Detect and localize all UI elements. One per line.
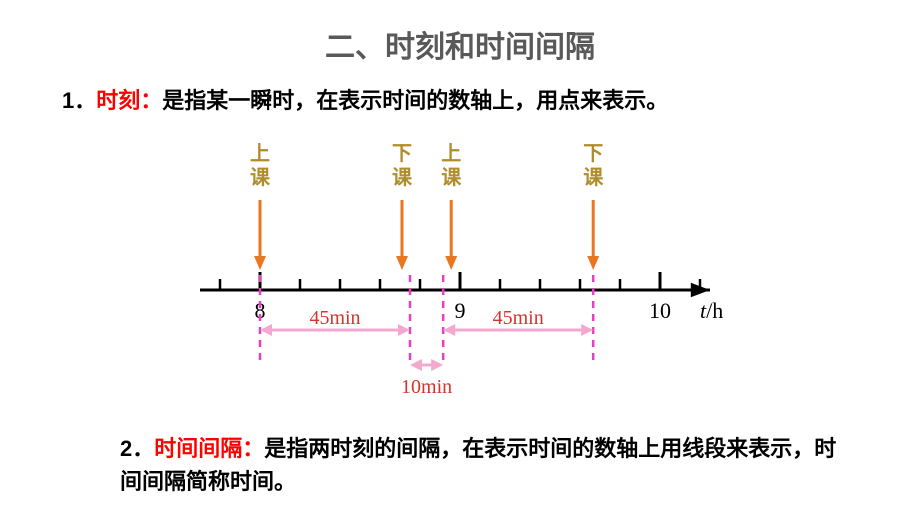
svg-text:课: 课 bbox=[583, 166, 604, 189]
svg-text:上: 上 bbox=[441, 142, 461, 165]
svg-text:10: 10 bbox=[649, 298, 671, 323]
timeline-svg: 8910t/h上课下课上课下课45min45min10min bbox=[170, 130, 750, 420]
section-title: 二、时刻和时间间隔 bbox=[0, 0, 920, 66]
svg-text:课: 课 bbox=[441, 166, 462, 189]
definition-2: 2．时间间隔：是指两时刻的间隔，在表示时间的数轴上用线段来表示，时间间隔简称时间… bbox=[120, 432, 840, 498]
item-number: 2． bbox=[120, 436, 154, 461]
definition-text: 是指某一瞬时，在表示时间的数轴上，用点来表示。 bbox=[162, 88, 668, 113]
svg-text:9: 9 bbox=[455, 298, 466, 323]
svg-text:t/h: t/h bbox=[700, 298, 723, 323]
keyword-interval: 时间间隔： bbox=[154, 436, 264, 461]
timeline-diagram: 8910t/h上课下课上课下课45min45min10min bbox=[170, 130, 750, 420]
svg-text:10min: 10min bbox=[401, 376, 452, 398]
keyword-moment: 时刻： bbox=[96, 88, 162, 113]
svg-text:课: 课 bbox=[250, 166, 271, 189]
definition-1: 1．时刻：是指某一瞬时，在表示时间的数轴上，用点来表示。 bbox=[62, 84, 668, 117]
svg-text:下: 下 bbox=[392, 143, 412, 165]
item-number: 1． bbox=[62, 88, 96, 113]
svg-text:课: 课 bbox=[392, 166, 413, 189]
svg-text:下: 下 bbox=[583, 143, 603, 165]
svg-text:45min: 45min bbox=[493, 307, 544, 329]
svg-text:上: 上 bbox=[250, 142, 270, 165]
svg-text:45min: 45min bbox=[309, 307, 360, 329]
